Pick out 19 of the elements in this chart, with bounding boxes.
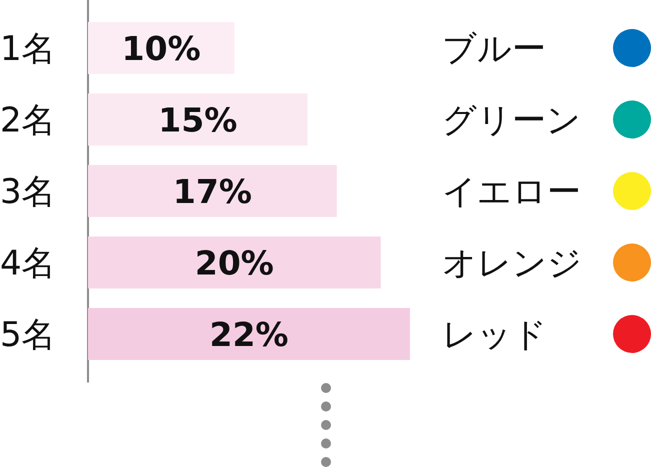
text: オレンジ	[442, 244, 582, 284]
text: グリーン	[442, 100, 581, 140]
data-label: 15%	[158, 100, 238, 140]
y-tick-label: 4名	[0, 244, 56, 284]
data-label: 17%	[172, 172, 252, 211]
data-label: 22%	[210, 315, 288, 354]
y-tick-label: 3名	[0, 172, 56, 212]
text: ブルー	[442, 29, 546, 69]
data-label: 20%	[194, 244, 274, 282]
bar	[88, 165, 337, 217]
text: イエロー	[442, 172, 581, 212]
bar	[88, 94, 308, 146]
y-tick-label: 2名	[0, 100, 56, 140]
y-tick-label: 5名	[0, 315, 56, 355]
bar	[88, 236, 381, 288]
text: レッド	[442, 315, 547, 355]
y-tick-label: 1名	[0, 29, 56, 69]
data-label: 10%	[122, 29, 201, 68]
bar	[88, 308, 410, 360]
